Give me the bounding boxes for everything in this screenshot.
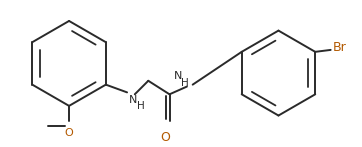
Text: N: N	[173, 71, 182, 81]
Text: H: H	[181, 78, 189, 88]
Text: O: O	[65, 128, 73, 138]
Text: O: O	[161, 131, 171, 144]
Text: N: N	[129, 95, 137, 105]
Text: Br: Br	[333, 41, 346, 55]
Text: H: H	[137, 101, 144, 111]
